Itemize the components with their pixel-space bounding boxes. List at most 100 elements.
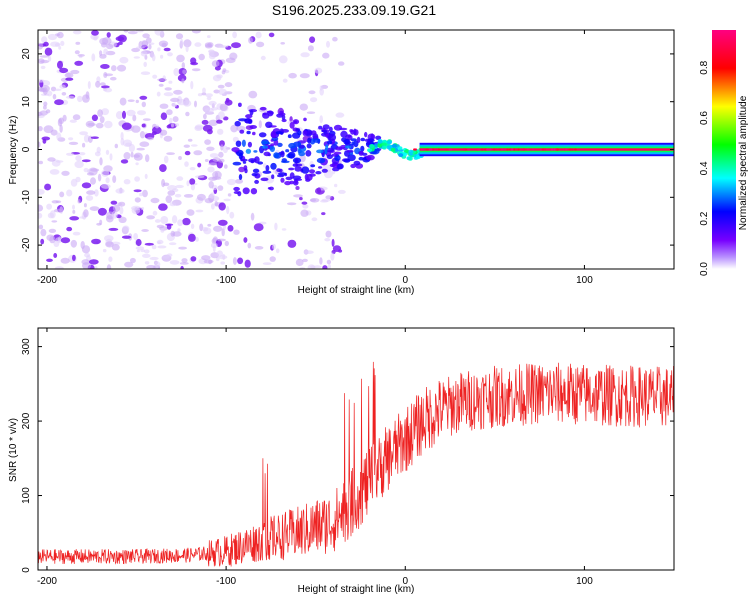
spectrogram-noise-blob (83, 203, 87, 208)
spectrogram-noise-blob (198, 53, 205, 61)
spectrogram-noise-blob (116, 64, 127, 72)
spectrogram-noise-blob (133, 233, 139, 240)
spectrogram-noise-blob (191, 30, 201, 34)
spectrogram-noise-blob (101, 169, 110, 177)
spectrogram-noise-blob (141, 101, 146, 108)
spectrogram-noise-blob (56, 31, 64, 39)
spectrogram-noise-blob (44, 183, 52, 191)
spectrogram-signal-blob (366, 154, 375, 161)
spectrogram-noise-blob (306, 111, 316, 114)
spectrogram-noise-blob (326, 40, 330, 48)
spectrogram-signal-blob (253, 150, 258, 153)
spectrogram-noise-blob (295, 186, 300, 190)
spectrogram-signal-blob (351, 141, 355, 146)
spectrogram-signal-blob (267, 110, 274, 117)
spectrogram-signal-blob (231, 147, 240, 153)
spectrogram-signal-blob (245, 114, 253, 119)
spectrogram-peak (571, 148, 574, 151)
spectrogram-peak (541, 148, 545, 151)
spectrogram-signal-blob (377, 139, 383, 144)
spectrogram-noise-blob (101, 108, 109, 116)
spectrogram-signal-blob (407, 156, 413, 161)
spectrogram-noise-blob (144, 249, 150, 254)
spectrogram-noise-blob (319, 115, 324, 124)
spectrogram-signal-blob (312, 138, 321, 143)
spectrogram-noise-blob (65, 77, 74, 81)
spectrogram-peak (488, 148, 492, 151)
spectrogram-noise-blob (169, 117, 173, 124)
spectrogram-noise-blob (97, 173, 102, 182)
spectrogram-noise-blob (85, 120, 95, 128)
spectrogram-noise-blob (317, 187, 321, 194)
spectrogram-noise-blob (105, 177, 110, 184)
spectrogram-noise-blob (112, 175, 117, 184)
snr-ytick-label: 0 (21, 567, 32, 573)
spectrogram-noise-blob (140, 71, 151, 75)
spectrogram-noise-blob (50, 41, 60, 47)
snr-plot-area (38, 361, 674, 567)
spectrogram-noise-blob (51, 220, 58, 223)
spectrogram-noise-blob (169, 260, 180, 265)
spectrogram-noise-blob (141, 123, 146, 128)
spectrogram-noise-blob (146, 265, 156, 269)
spectrogram-noise-blob (244, 259, 251, 268)
spectrogram-signal-blob (387, 140, 392, 145)
spectrogram-noise-blob (330, 252, 335, 261)
spectrogram-noise-blob (322, 265, 328, 269)
spectrogram-noise-blob (224, 240, 229, 247)
colorbar-tick-label: 0.0 (699, 262, 710, 276)
spectrogram-noise-blob (38, 141, 41, 148)
spectrogram-noise-blob (131, 205, 141, 211)
spectrogram-noise-blob (119, 206, 124, 215)
spectrogram-signal-blob (232, 161, 242, 166)
spectrogram-noise-blob (300, 52, 310, 58)
spectrogram-noise-blob (142, 33, 150, 39)
spectrogram-noise-blob (94, 266, 98, 269)
spectrogram-noise-blob (91, 53, 96, 62)
spectrogram-noise-blob (208, 181, 214, 189)
spectrogram-noise-blob (97, 109, 103, 117)
spectrogram-signal-blob (247, 119, 253, 124)
spectrogram-signal-blob (254, 179, 259, 184)
spectrogram-noise-blob (219, 103, 228, 112)
spectrogram-signal-blob (316, 157, 326, 164)
spectrogram-noise-blob (38, 204, 44, 212)
spectrogram-noise-blob (279, 55, 288, 64)
spectrogram-noise-blob (114, 143, 119, 149)
spectrogram-noise-blob (59, 191, 65, 198)
spectrogram-noise-blob (176, 54, 185, 63)
spectrogram-noise-blob (60, 237, 71, 244)
spectrogram-noise-blob (331, 238, 335, 247)
spectrogram-noise-blob (49, 235, 56, 244)
spectrogram-signal-blob (322, 124, 330, 130)
spectrogram-signal-blob (333, 124, 343, 131)
spectrogram-noise-blob (288, 72, 297, 79)
snr-xlabel: Height of straight line (km) (298, 584, 415, 595)
spectrogram-noise-blob (133, 154, 140, 158)
spectrogram-noise-blob (190, 80, 194, 90)
spectrogram-noise-blob (217, 84, 225, 89)
spectrogram-noise-blob (104, 73, 114, 77)
spectrogram-signal-blob (343, 139, 350, 145)
spectrogram-noise-blob (123, 30, 129, 33)
chart-title: S196.2025.233.09.19.G21 (272, 2, 436, 18)
spectrogram-noise-blob (191, 68, 201, 72)
spectrogram-noise-blob (46, 203, 52, 210)
spectrogram-noise-blob (256, 41, 265, 48)
spectrogram-noise-blob (139, 192, 144, 197)
spectrogram-noise-blob (120, 137, 125, 146)
spectrogram-signal-blob (302, 130, 308, 136)
colorbar-tick-label: 0.6 (699, 111, 710, 125)
spectrogram-noise-blob (190, 223, 195, 229)
spectrogram-noise-blob (186, 180, 190, 187)
spectrogram-noise-blob (77, 199, 81, 204)
spectrogram-noise-blob (154, 219, 161, 223)
spectrogram-signal-blob (247, 141, 252, 148)
spectrogram-noise-blob (183, 144, 190, 148)
spectrogram-noise-blob (38, 126, 43, 132)
spectrogram-noise-blob (123, 179, 131, 185)
spectrogram-noise-blob (170, 97, 180, 103)
spectrogram-signal-blob (289, 122, 295, 129)
spectrogram-signal-blob (288, 167, 295, 171)
spectrogram-noise-blob (100, 64, 110, 69)
